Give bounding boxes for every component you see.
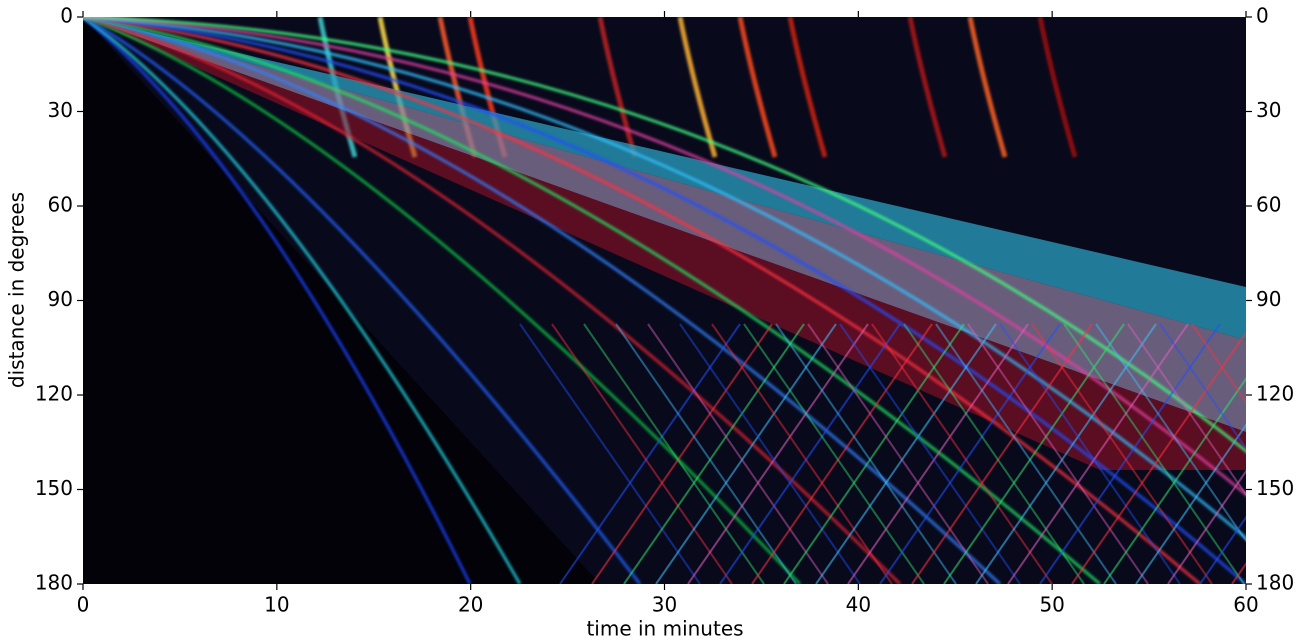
reflection [647, 323, 829, 584]
reflection [1135, 423, 1246, 584]
reflection [815, 323, 997, 584]
reflection [743, 323, 925, 584]
x-tick-label: 10 [264, 593, 289, 617]
travel-curve [83, 17, 1246, 453]
reflection [1071, 330, 1246, 584]
reflection [1191, 323, 1246, 404]
reflection [559, 323, 741, 584]
travel-curve [83, 17, 802, 584]
travel-curve [83, 17, 642, 584]
reflection [679, 323, 861, 584]
reflection [711, 323, 893, 584]
reflection [583, 323, 765, 584]
travel-curve [83, 17, 1246, 584]
y-tick-label: 150 [35, 476, 73, 500]
y-tick-label: 180 [35, 571, 73, 595]
reflection [1063, 323, 1245, 584]
reflection [1095, 323, 1246, 543]
reflection [775, 323, 957, 584]
travel-curve [83, 17, 1201, 584]
y-tick-label-right: 150 [1256, 476, 1294, 500]
reflection [807, 323, 989, 584]
reflection [871, 323, 1053, 584]
x-tick-label: 30 [652, 593, 677, 617]
plot-area [83, 17, 1246, 584]
reflection [783, 323, 965, 584]
travel-curve [83, 17, 1246, 540]
reflection [847, 323, 1029, 584]
haze [83, 17, 1246, 584]
reflection [1127, 323, 1246, 497]
reflection [623, 323, 805, 584]
y-tick-label-right: 180 [1256, 571, 1294, 595]
reflection [615, 323, 797, 584]
reflection [975, 323, 1157, 584]
x-tick-label: 40 [846, 593, 871, 617]
reflection [655, 323, 837, 584]
streak [787, 17, 828, 158]
x-tick-label: 60 [1233, 593, 1258, 617]
y-tick-label-right: 120 [1256, 382, 1294, 406]
y-tick-label-right: 0 [1256, 4, 1269, 28]
reflection [719, 323, 901, 584]
y-tick-label-right: 30 [1256, 98, 1281, 122]
reflection [1159, 323, 1246, 450]
travel-curve [83, 17, 1101, 584]
y-tick-label: 0 [60, 4, 73, 28]
travel-curve [83, 17, 1002, 584]
travel-curve [83, 17, 902, 584]
travel-curve [83, 17, 472, 584]
reflection [591, 323, 773, 584]
streak [597, 17, 638, 158]
reflection [687, 323, 869, 584]
streak [967, 17, 1008, 158]
streak [677, 17, 718, 158]
reflection [943, 323, 1125, 584]
x-tick-label: 20 [458, 593, 483, 617]
reflection [1167, 469, 1246, 584]
reflection [935, 323, 1117, 584]
streak [1037, 17, 1078, 158]
reflection [903, 323, 1085, 584]
travel-curve [83, 17, 1246, 497]
reflection [519, 323, 701, 584]
reflection [1039, 323, 1221, 584]
y-tick-label: 30 [48, 98, 73, 122]
x-tick-label: 50 [1039, 593, 1064, 617]
reflection [967, 323, 1149, 584]
reflection [1103, 377, 1246, 584]
x-axis-label: time in minutes [586, 617, 743, 641]
y-axis-label: distance in degrees [5, 192, 29, 388]
reflection [751, 323, 933, 584]
x-tick-label: 0 [77, 593, 90, 617]
red-band [83, 17, 1246, 470]
reflection [1199, 515, 1246, 584]
reflection [1007, 323, 1189, 584]
travel-curve [83, 17, 522, 584]
y-tick-label: 120 [35, 382, 73, 406]
y-tick-label: 60 [48, 193, 73, 217]
reflection [999, 323, 1181, 584]
reflection [879, 323, 1061, 584]
reflection [1031, 323, 1213, 584]
streak [907, 17, 948, 158]
y-tick-label-right: 90 [1256, 287, 1281, 311]
y-tick-label-right: 60 [1256, 193, 1281, 217]
y-tick-label: 90 [48, 287, 73, 311]
reflection [839, 323, 1021, 584]
streak [737, 17, 778, 158]
reflection [551, 323, 733, 584]
reflection [911, 323, 1093, 584]
